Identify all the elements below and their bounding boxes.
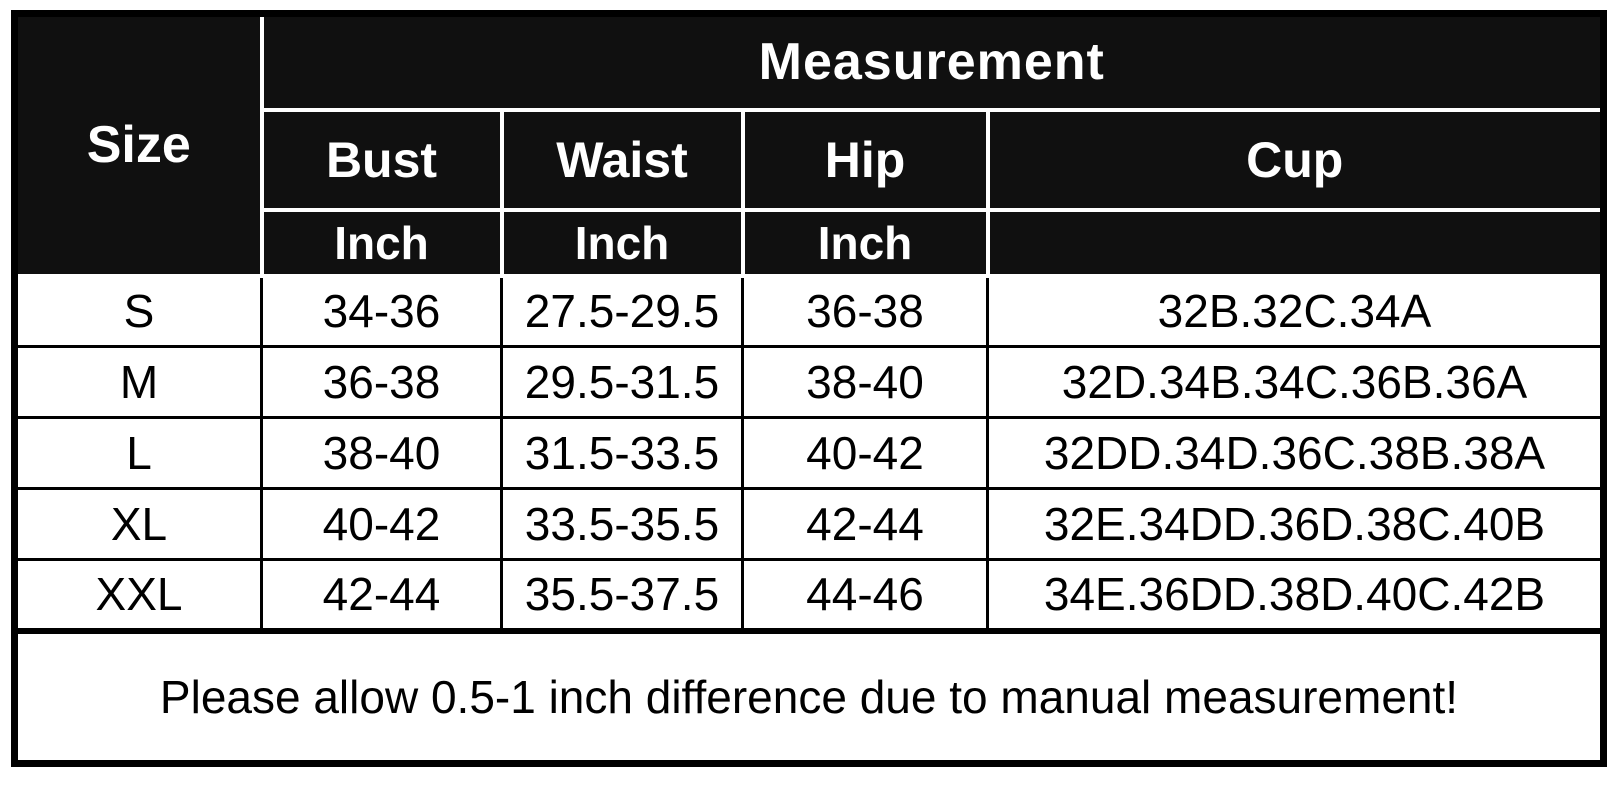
size-cell: S — [13, 274, 263, 348]
hip-cell: 42-44 — [741, 487, 989, 561]
cup-cell: 32B.32C.34A — [986, 274, 1605, 348]
table-row-xl: XL 40-42 33.5-35.5 42-44 32E.34DD.36D.38… — [13, 487, 1605, 561]
size-chart-header: Size Measurement Bust Waist Hip Cup Inch… — [12, 11, 1606, 278]
bust-cell: 42-44 — [260, 558, 503, 632]
table-row-xxl: XXL 42-44 35.5-37.5 44-46 34E.36DD.38D.4… — [13, 558, 1605, 632]
hip-cell: 38-40 — [741, 345, 989, 419]
unit-headers-row: Inch Inch Inch — [15, 207, 1606, 278]
unit-header-hip: Inch — [740, 207, 990, 278]
table-row-s: S 34-36 27.5-29.5 36-38 32B.32C.34A — [13, 274, 1605, 348]
column-header-bust: Bust — [259, 107, 504, 212]
waist-cell: 33.5-35.5 — [500, 487, 744, 561]
measurement-note: Please allow 0.5-1 inch difference due t… — [13, 627, 1605, 765]
cup-cell: 34E.36DD.38D.40C.42B — [986, 558, 1605, 632]
size-chart-body: S 34-36 27.5-29.5 36-38 32B.32C.34A M 36… — [13, 274, 1605, 765]
hip-cell: 44-46 — [741, 558, 989, 632]
size-cell: L — [13, 416, 263, 490]
size-cell: XL — [13, 487, 263, 561]
unit-header-waist: Inch — [499, 207, 745, 278]
waist-cell: 27.5-29.5 — [500, 274, 744, 348]
unit-header-bust: Inch — [259, 207, 504, 278]
waist-cell: 35.5-37.5 — [500, 558, 744, 632]
size-column-header: Size — [12, 11, 264, 278]
cup-cell: 32E.34DD.36D.38C.40B — [986, 487, 1605, 561]
bust-cell: 40-42 — [260, 487, 503, 561]
bust-cell: 36-38 — [260, 345, 503, 419]
column-headers-row: Bust Waist Hip Cup — [15, 107, 1606, 212]
measurement-note-row: Please allow 0.5-1 inch difference due t… — [13, 627, 1605, 765]
cup-cell: 32D.34B.34C.36B.36A — [986, 345, 1605, 419]
bust-cell: 34-36 — [260, 274, 503, 348]
column-header-cup: Cup — [985, 107, 1606, 212]
cup-cell: 32DD.34D.36C.38B.38A — [986, 416, 1605, 490]
bust-cell: 38-40 — [260, 416, 503, 490]
size-cell: XXL — [13, 558, 263, 632]
column-header-hip: Hip — [740, 107, 990, 212]
column-header-waist: Waist — [499, 107, 745, 212]
waist-cell: 31.5-33.5 — [500, 416, 744, 490]
unit-header-cup-empty — [985, 207, 1606, 278]
size-chart-table: Size Measurement Bust Waist Hip Cup Inch… — [11, 10, 1607, 767]
table-row-l: L 38-40 31.5-33.5 40-42 32DD.34D.36C.38B… — [13, 416, 1605, 490]
table-row-m: M 36-38 29.5-31.5 38-40 32D.34B.34C.36B.… — [13, 345, 1605, 419]
waist-cell: 29.5-31.5 — [500, 345, 744, 419]
measurement-group-header: Measurement — [259, 11, 1606, 112]
hip-cell: 36-38 — [741, 274, 989, 348]
size-cell: M — [13, 345, 263, 419]
hip-cell: 40-42 — [741, 416, 989, 490]
measurement-group-row: Size Measurement — [12, 11, 1606, 278]
